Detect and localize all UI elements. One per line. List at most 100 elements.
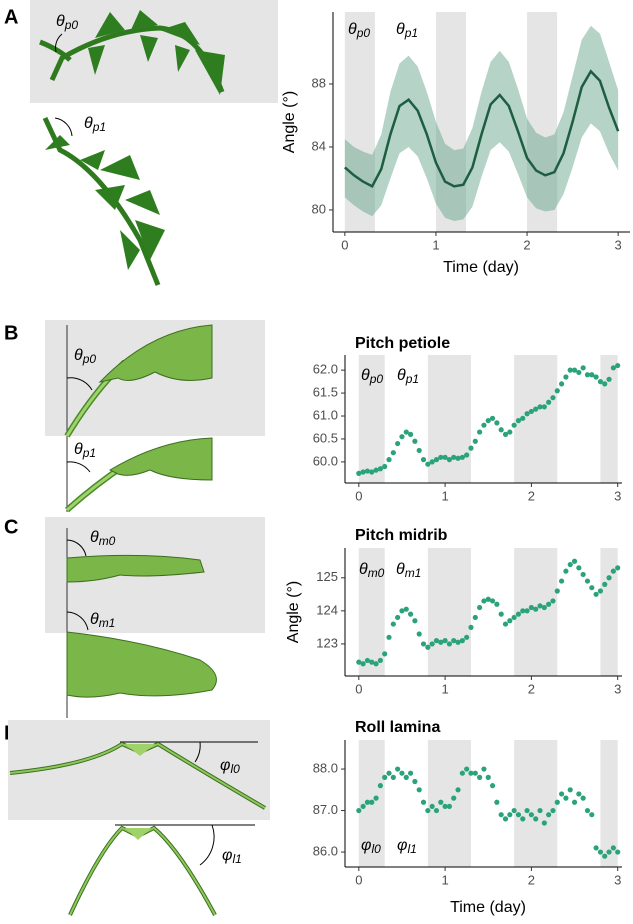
point	[589, 812, 595, 818]
point	[407, 431, 414, 437]
y-tick-label: 62.0	[313, 362, 338, 377]
x-tick-label: 3	[614, 872, 621, 887]
illustration-label: θp1	[84, 115, 106, 134]
point	[593, 374, 599, 380]
point	[533, 606, 539, 612]
point	[403, 606, 409, 612]
point	[520, 415, 526, 421]
night-band	[344, 12, 375, 232]
point	[558, 578, 565, 584]
point	[429, 459, 435, 465]
subscript: p0	[82, 352, 97, 366]
point	[524, 411, 530, 417]
point	[602, 381, 608, 387]
illustration-label: φl1	[222, 847, 242, 866]
x-tick-label: 1	[441, 872, 448, 887]
point	[420, 799, 427, 805]
point	[584, 578, 591, 584]
annotation: θm1	[396, 561, 421, 580]
point	[610, 568, 616, 574]
point	[395, 440, 401, 447]
point	[593, 591, 599, 597]
subscript: l0	[371, 842, 381, 856]
symbol: θ	[359, 561, 368, 578]
x-tick-label: 2	[523, 237, 530, 252]
y-tick-label: 88	[312, 75, 326, 90]
x-tick-label: 1	[441, 488, 448, 503]
illustration-label: θm0	[90, 529, 116, 548]
point	[571, 799, 578, 805]
point	[420, 457, 427, 463]
point	[507, 429, 513, 435]
point	[386, 634, 392, 640]
point	[377, 466, 383, 472]
point	[360, 469, 366, 475]
point	[554, 799, 560, 805]
point	[477, 774, 483, 780]
point	[597, 849, 604, 855]
point	[429, 803, 435, 810]
point	[580, 795, 586, 801]
point	[356, 659, 362, 665]
point	[580, 571, 586, 578]
point	[382, 463, 388, 470]
point	[580, 365, 586, 371]
point	[524, 807, 530, 814]
point	[459, 638, 465, 644]
point	[468, 445, 474, 451]
point	[576, 565, 582, 571]
symbol: φ	[220, 757, 230, 774]
point	[606, 849, 612, 855]
point	[571, 558, 578, 564]
point	[438, 799, 444, 805]
y-axis-label: Angle (°)	[281, 91, 298, 153]
point	[602, 581, 608, 587]
point	[459, 770, 465, 776]
symbol: θ	[348, 21, 357, 38]
point	[563, 795, 569, 801]
point	[377, 783, 383, 789]
x-tick-label: 2	[528, 488, 535, 503]
subscript: m1	[99, 616, 116, 630]
night-band	[427, 355, 471, 483]
point	[533, 816, 539, 822]
point	[420, 641, 427, 647]
illustration-label: θp0	[74, 347, 96, 366]
annotation: φl0	[361, 837, 381, 856]
point	[576, 369, 582, 376]
point	[442, 454, 448, 460]
point	[433, 457, 440, 463]
subscript: l0	[230, 762, 240, 776]
x-tick-label: 0	[355, 872, 362, 887]
point	[386, 457, 392, 463]
night-band	[600, 355, 618, 483]
y-tick-label: 123	[316, 635, 338, 650]
symbol: φ	[222, 847, 232, 864]
point	[593, 845, 599, 851]
point	[502, 816, 509, 822]
point	[399, 770, 405, 776]
point	[507, 618, 513, 624]
y-tick-label: 87.0	[313, 802, 338, 817]
point	[489, 783, 496, 789]
point	[554, 588, 560, 594]
point	[563, 374, 569, 380]
night-band	[600, 740, 618, 867]
symbol: θ	[90, 611, 99, 628]
illustration-label: φl0	[220, 757, 240, 776]
y-tick-label: 60.5	[313, 430, 338, 445]
point	[537, 404, 543, 410]
point	[369, 799, 375, 805]
point	[554, 388, 560, 394]
y-tick-label: 60.0	[313, 453, 338, 468]
point	[610, 845, 616, 851]
symbol: θ	[361, 367, 370, 384]
point	[546, 601, 552, 607]
point	[485, 774, 491, 780]
point	[597, 379, 604, 385]
x-tick-label: 3	[614, 681, 621, 696]
subscript: p1	[82, 446, 96, 460]
point	[610, 365, 616, 371]
